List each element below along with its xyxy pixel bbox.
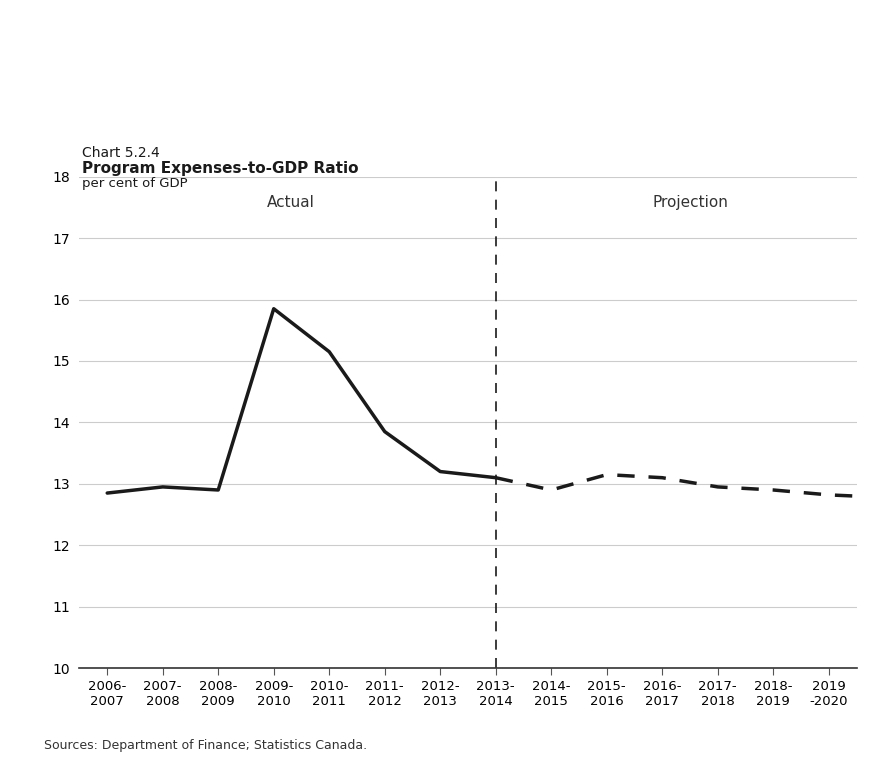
Text: Program Expenses-to-GDP Ratio: Program Expenses-to-GDP Ratio — [82, 161, 358, 176]
Text: per cent of GDP: per cent of GDP — [82, 177, 188, 190]
Text: Chart 5.2.4: Chart 5.2.4 — [82, 147, 160, 161]
Text: Actual: Actual — [267, 195, 314, 210]
Text: Sources: Department of Finance; Statistics Canada.: Sources: Department of Finance; Statisti… — [44, 739, 367, 752]
Text: Projection: Projection — [652, 195, 728, 210]
Text: Program expenses-to-GDP ratio to fall below
its pre-recession level: Program expenses-to-GDP ratio to fall be… — [13, 35, 610, 90]
